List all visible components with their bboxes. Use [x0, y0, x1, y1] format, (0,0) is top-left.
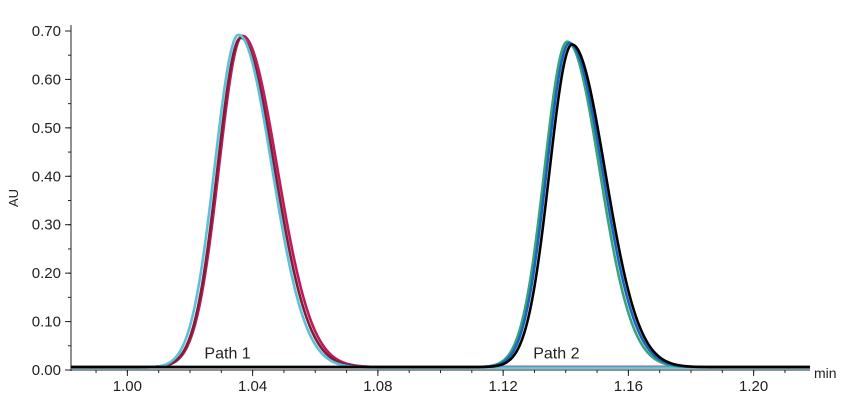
x-axis-label: min: [814, 365, 837, 381]
series-layer: [70, 33, 811, 369]
x-axis-ticks: 1.00 1.04 1.08 1.12 1.16 1.20: [95, 370, 786, 395]
series-line-path-2-6: [70, 43, 811, 369]
x-tick-label: 1.16: [614, 378, 643, 395]
y-tick-label: 0.50: [32, 120, 61, 137]
series-line-path-1-2: [70, 36, 811, 369]
x-tick-label: 1.04: [238, 378, 267, 395]
peak-annotation: Path 2: [533, 345, 579, 362]
y-tick-label: 0.30: [32, 217, 61, 234]
x-tick-label: 1.08: [363, 378, 392, 395]
series-line-path-1-3: [70, 33, 811, 369]
y-tick-label: 0.60: [32, 71, 61, 88]
y-tick-label: 0.20: [32, 265, 61, 282]
series-line-path-2-4: [70, 40, 811, 369]
y-axis-label: AU: [6, 189, 21, 207]
y-tick-label: 0.10: [32, 314, 61, 331]
x-tick-label: 1.00: [113, 378, 142, 395]
series-line-path-2-5: [70, 41, 811, 369]
x-tick-label: 1.12: [489, 378, 518, 395]
y-tick-label: 0.00: [32, 362, 61, 379]
peak-annotation: Path 1: [204, 345, 250, 362]
y-tick-label: 0.70: [32, 23, 61, 40]
series-line-path-1-1: [70, 34, 811, 369]
y-tick-label: 0.40: [32, 168, 61, 185]
x-tick-label: 1.20: [739, 378, 768, 395]
annotation-layer: Path 1 Path 2: [204, 345, 579, 362]
y-axis-ticks: 0.00 0.10 0.20 0.30 0.40 0.50 0.60 0.70: [32, 23, 71, 379]
